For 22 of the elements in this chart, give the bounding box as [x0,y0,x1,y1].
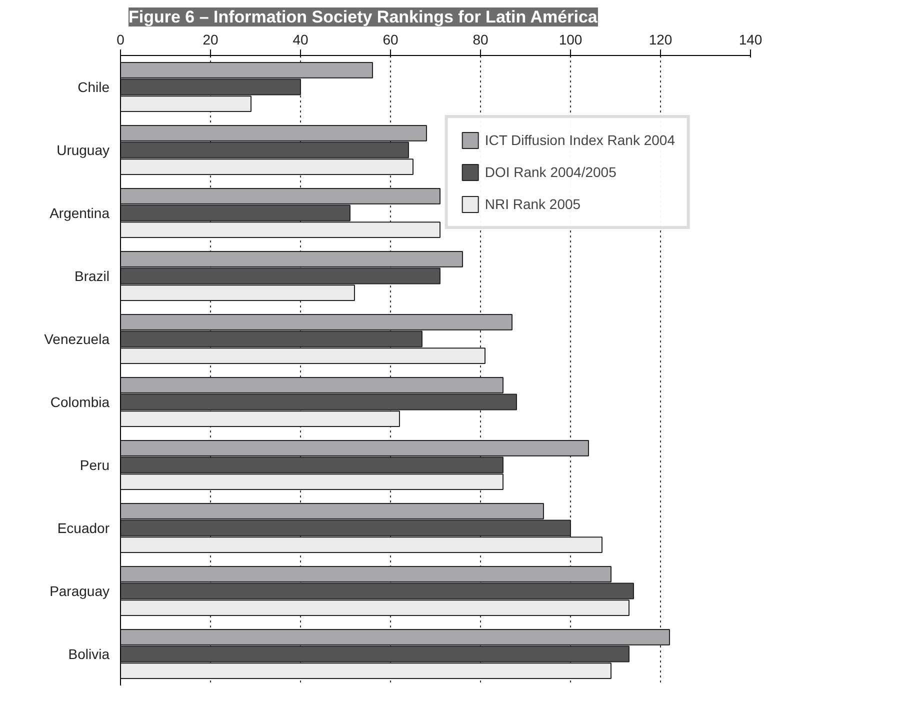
x-tick-label: 80 [472,32,488,48]
y-tick-label: Colombia [50,394,110,410]
legend-label: NRI Rank 2005 [484,196,581,212]
x-tick-label: 60 [382,32,398,48]
legend-label: DOI Rank 2004/2005 [484,164,616,180]
y-tick-label: Brazil [74,268,110,284]
y-tick-label: Peru [80,457,110,473]
y-tick-label: Chile [78,79,110,95]
y-tick-label: Argentina [50,205,110,221]
legend-label: ICT Diffusion Index Rank 2004 [484,132,675,148]
x-tick-label: 140 [738,32,762,48]
y-tick-label: Venezuela [44,331,110,347]
y-tick-label: Uruguay [56,142,110,158]
x-tick-label: 100 [558,32,582,48]
x-tick-label: 120 [648,32,672,48]
y-tick-label: Bolivia [68,646,110,662]
x-tick-label: 20 [202,32,218,48]
x-tick-label: 0 [116,32,125,48]
y-tick-label: Paraguay [50,583,110,599]
chart-title: Figure 6 – Information Society Rankings for Latin América [128,8,598,26]
x-tick-label: 40 [292,32,308,48]
y-tick-label: Ecuador [57,520,110,536]
